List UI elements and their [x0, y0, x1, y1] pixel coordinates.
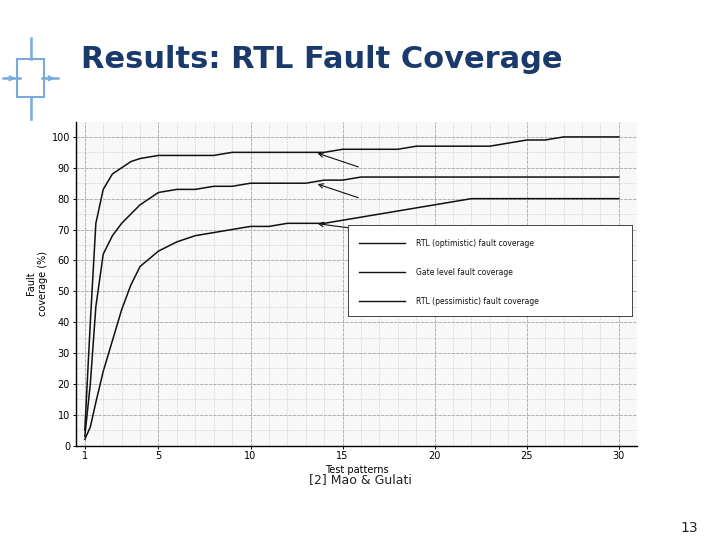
Bar	[17, 59, 44, 97]
Y-axis label: Fault
coverage (%): Fault coverage (%)	[26, 251, 48, 316]
X-axis label: Test patterns: Test patterns	[325, 465, 388, 475]
Text: 13: 13	[681, 521, 698, 535]
Text: [2] Mao & Gulati: [2] Mao & Gulati	[309, 473, 411, 486]
Text: Results: RTL Fault Coverage: Results: RTL Fault Coverage	[81, 45, 562, 74]
